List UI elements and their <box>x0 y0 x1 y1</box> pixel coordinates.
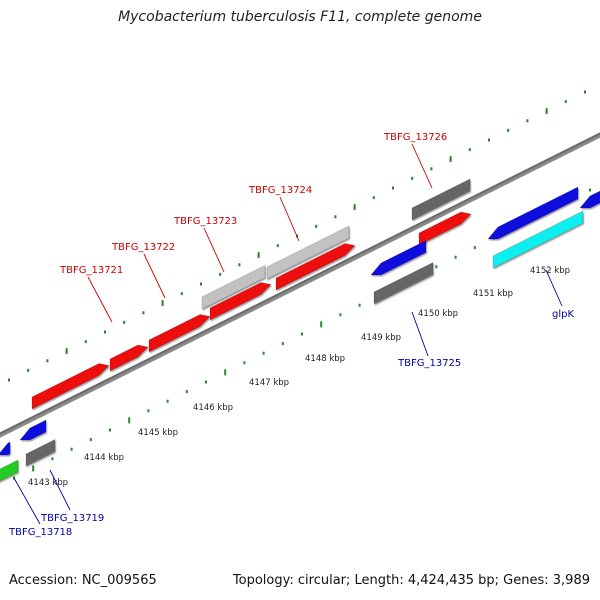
feature-track <box>0 178 600 482</box>
leader-line <box>87 276 113 323</box>
gene-feature <box>266 225 350 280</box>
gene-feature <box>487 186 579 240</box>
gene-feature <box>373 262 434 305</box>
feature-label: TBFG_13722 <box>111 242 175 253</box>
leader-line <box>545 269 563 307</box>
gene-feature <box>19 419 47 441</box>
leader-line <box>203 227 225 273</box>
leader-line <box>279 196 300 242</box>
coordinate-label: 4147 kbp <box>249 378 289 388</box>
feature-label: TBFG_13726 <box>383 132 447 143</box>
gene-feature <box>0 441 11 456</box>
coordinate-label: 4151 kbp <box>473 289 513 299</box>
gene-feature <box>492 210 584 269</box>
gene-feature <box>0 459 19 482</box>
leader-line <box>49 469 71 511</box>
leader-line <box>13 477 41 525</box>
feature-label: TBFG_13724 <box>248 185 312 196</box>
gene-feature <box>411 178 471 221</box>
coordinate-label: 4144 kbp <box>84 453 124 463</box>
backbone-line <box>0 132 600 438</box>
gene-feature <box>579 190 600 209</box>
gene-feature <box>275 243 356 291</box>
coordinate-label: 4146 kbp <box>193 403 233 413</box>
gene-feature <box>25 439 56 467</box>
coordinate-label: 4145 kbp <box>138 428 178 438</box>
gene-feature <box>109 344 149 372</box>
feature-label: TBFG_13718 <box>8 527 72 538</box>
leader-line <box>411 311 429 357</box>
gene-feature <box>148 314 211 353</box>
coordinate-label: 4150 kbp <box>418 309 458 319</box>
genome-summary-label: Topology: circular; Length: 4,424,435 bp… <box>232 573 590 588</box>
leader-line <box>143 253 166 299</box>
outer-tick-track <box>8 90 586 382</box>
leader-line <box>411 143 433 189</box>
feature-labels: TBFG_13721 TBFG_13722 TBFG_13723 TBFG_13724… <box>8 132 574 538</box>
gene-feature <box>418 211 472 246</box>
gene-feature <box>370 240 427 276</box>
feature-label: glpK <box>552 309 574 320</box>
coordinate-label: 4148 kbp <box>305 354 345 364</box>
coordinate-label: 4152 kbp <box>530 266 570 276</box>
accession-label: Accession: NC_009565 <box>9 573 157 588</box>
feature-label: TBFG_13725 <box>397 358 461 369</box>
feature-label: TBFG_13719 <box>40 513 104 524</box>
gene-feature <box>31 363 110 410</box>
backbone-edge <box>0 132 600 435</box>
coordinate-labels: 4143 kbp 4144 kbp 4145 kbp 4146 kbp 4147 kbp… <box>28 266 570 488</box>
gene-feature <box>201 265 266 310</box>
coordinate-label: 4143 kbp <box>28 478 68 488</box>
coordinate-label: 4149 kbp <box>361 333 401 343</box>
feature-label: TBFG_13723 <box>173 216 237 227</box>
map-title: Mycobacterium tuberculosis F11, complete… <box>118 9 482 25</box>
gene-feature <box>209 282 272 321</box>
genome-backbone <box>0 132 600 438</box>
feature-label: TBFG_13721 <box>59 265 123 276</box>
